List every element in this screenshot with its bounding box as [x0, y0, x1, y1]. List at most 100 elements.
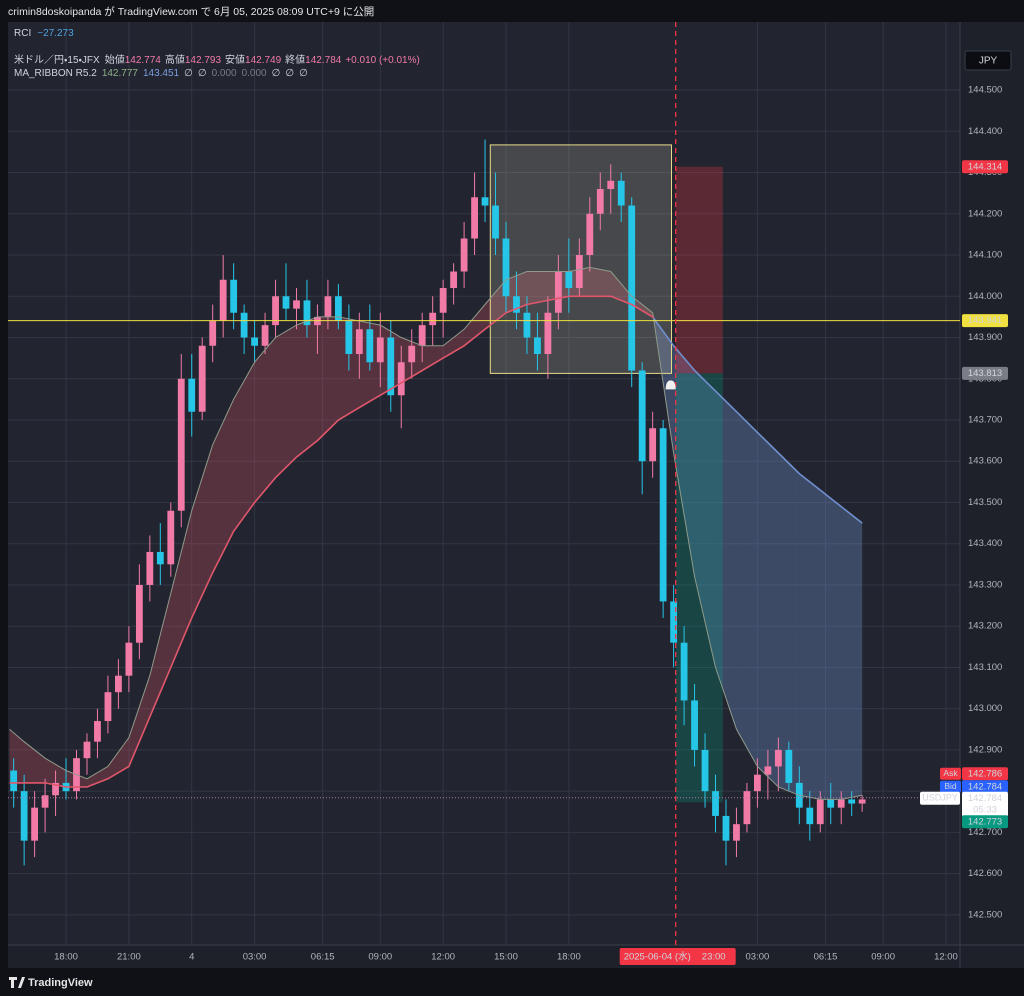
ribbon-fill: [589, 267, 611, 297]
ribbon-value: 143.451: [143, 68, 180, 79]
footer: [0, 970, 1024, 996]
stop-zone: [675, 166, 723, 374]
ribbon-fill: [9, 729, 25, 783]
hline-label-box: [962, 314, 1008, 328]
ribbon-fill: [464, 304, 486, 346]
candle-body: [858, 799, 866, 804]
candle-body: [41, 795, 49, 808]
ribbon-fill: [631, 296, 653, 317]
candle-body: [554, 271, 562, 313]
ribbon-fill: [715, 391, 737, 730]
candle-body: [418, 325, 426, 346]
ribbon-legend: MA_RIBBON R5.2 142.777 143.451 ∅ ∅ 0.000 0.000…: [14, 68, 308, 79]
ask-name-box: [940, 767, 961, 780]
stop-label: 144.314: [968, 161, 1002, 172]
candle-body: [565, 271, 573, 289]
candle-body: [20, 791, 28, 841]
indicator-legend: RCI −27.273: [14, 28, 74, 39]
ribbon-fill: [149, 593, 171, 717]
y-tick-label: 143.600: [968, 456, 1002, 467]
candle-body: [261, 325, 269, 346]
bid-label-box: [962, 780, 1008, 794]
y-tick-label: 144.500: [968, 85, 1002, 96]
x-tick-label: 03:00: [746, 952, 770, 963]
candle-body: [198, 345, 206, 412]
ribbon-fill: [422, 345, 444, 371]
currency[interactable]: JPY: [979, 56, 998, 67]
candle-body: [754, 774, 761, 792]
candle-body: [774, 749, 782, 767]
ribbon-item: ∅: [285, 68, 294, 79]
symbol-label: USDJPY: [922, 793, 958, 803]
ribbon-fill: [296, 316, 318, 458]
candle-body: [188, 378, 196, 412]
candle-body: [492, 205, 499, 239]
ribbon-fill: [128, 675, 150, 767]
candle-body: [670, 601, 678, 643]
ribbon-fill: [526, 271, 548, 305]
countdown: 05:33: [973, 804, 997, 815]
candle-body: [125, 642, 133, 676]
candle-body: [827, 799, 835, 808]
x-tick-label: 09:00: [871, 952, 895, 963]
candle-body: [387, 337, 395, 396]
candle-body: [471, 197, 478, 239]
candle-body: [146, 551, 154, 585]
x-tick-label: 06:15: [311, 952, 335, 963]
candle-body: [177, 378, 185, 511]
candle-body: [523, 312, 531, 338]
ribbon-item: ∅: [272, 68, 281, 79]
candle-body: [10, 770, 18, 792]
ribbon-fill: [694, 370, 716, 668]
candle-body: [303, 300, 311, 326]
candle-body: [397, 362, 405, 396]
crosshair-time: 23:00: [702, 952, 726, 963]
y-tick-label: 144.200: [968, 208, 1002, 219]
target-zone: [675, 373, 723, 803]
ohlc-label: 終値: [285, 53, 305, 66]
candle-body: [806, 807, 814, 825]
candle-body: [712, 791, 719, 816]
ribbon-fill: [275, 325, 297, 478]
candle-body: [816, 799, 824, 825]
candle-body: [691, 700, 698, 750]
candle-body: [722, 815, 730, 841]
candle-body: [638, 370, 646, 462]
currency-box[interactable]: [964, 50, 1012, 71]
x-tick-label: 06:15: [814, 952, 838, 963]
candle-body: [680, 642, 688, 701]
candle-body: [586, 213, 594, 256]
candle-body: [366, 329, 374, 363]
ribbon-fill: [191, 444, 213, 618]
candle-body: [502, 238, 510, 297]
candle-body: [596, 189, 604, 214]
ribbon-value: 142.777: [102, 68, 139, 79]
candle-body: [293, 300, 300, 309]
ribbon-fill: [757, 432, 779, 788]
candle-body: [209, 321, 217, 346]
candle-body: [251, 337, 258, 346]
candle-body: [334, 296, 342, 322]
ribbon-fill: [317, 316, 339, 441]
ribbon-item: ∅: [198, 68, 207, 79]
target-label-box: [962, 815, 1008, 829]
candle-body: [167, 510, 175, 565]
candle-body: [104, 692, 112, 722]
ohlc-label: 始値: [105, 53, 125, 66]
candle-body: [649, 428, 657, 462]
ohlc-label: 高値: [165, 53, 185, 66]
entry-label-box: [962, 366, 1008, 380]
candle-body: [544, 312, 552, 354]
publisher: crimin8doskoipanda が TradingView.com で 6…: [8, 5, 374, 18]
brand: TradingView: [28, 977, 93, 989]
candle-body: [733, 824, 740, 841]
y-tick-label: 143.500: [968, 497, 1002, 508]
candle-body: [460, 238, 468, 272]
candle-body: [31, 807, 39, 841]
candle-body: [345, 321, 353, 354]
candle-body: [617, 180, 625, 206]
ribbon-fill: [799, 473, 821, 800]
candle-body: [628, 205, 636, 371]
x-tick-label: 09:00: [368, 952, 392, 963]
y-tick-label: 143.200: [968, 621, 1002, 632]
